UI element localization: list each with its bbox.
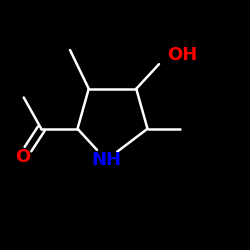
Text: OH: OH: [168, 46, 198, 64]
Text: NH: NH: [91, 151, 121, 169]
Text: O: O: [15, 148, 30, 166]
